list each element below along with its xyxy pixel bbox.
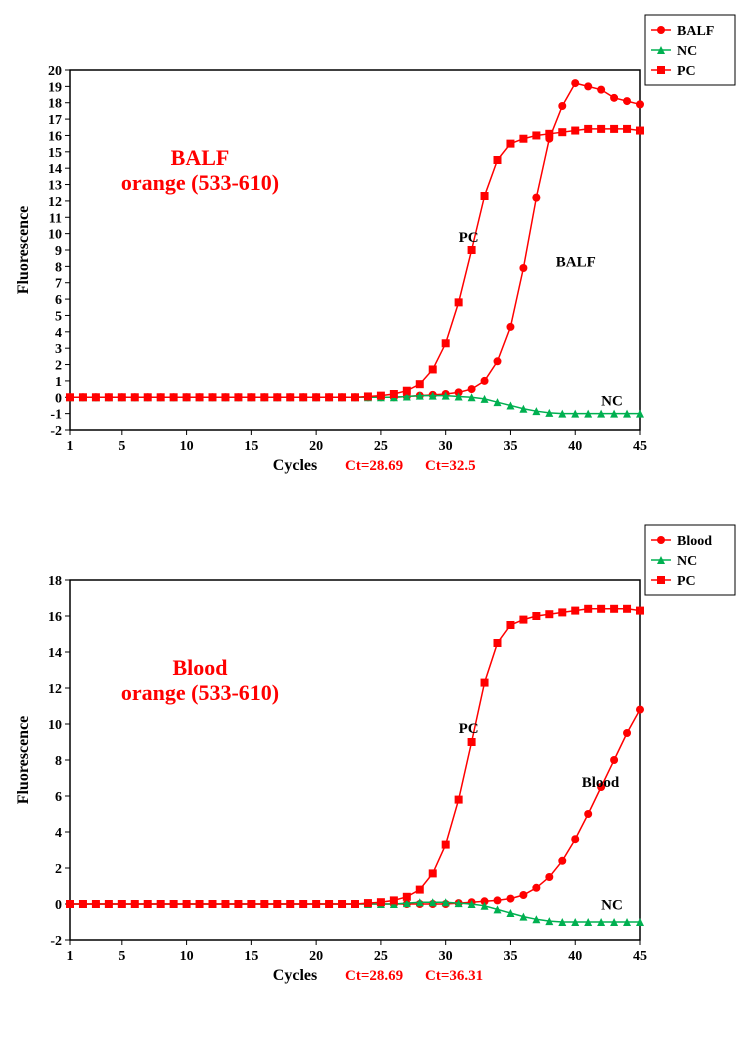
svg-text:1: 1 (67, 439, 74, 454)
svg-text:8: 8 (55, 260, 62, 275)
curve-annotation: NC (601, 897, 623, 913)
svg-text:2: 2 (55, 359, 62, 374)
x-axis-label: Cycles (273, 967, 317, 984)
svg-text:18: 18 (48, 97, 62, 112)
chart-title-line1: Blood (172, 655, 227, 680)
svg-text:0: 0 (55, 898, 62, 913)
svg-text:-2: -2 (50, 424, 62, 439)
svg-text:4: 4 (55, 826, 62, 841)
curve-annotation: NC (601, 393, 623, 409)
series-line (70, 609, 640, 904)
svg-text:30: 30 (439, 439, 453, 454)
svg-text:11: 11 (49, 211, 62, 226)
legend-item-label: NC (677, 554, 697, 569)
svg-text:9: 9 (55, 244, 62, 259)
svg-text:10: 10 (48, 718, 62, 733)
svg-text:20: 20 (309, 949, 323, 964)
series-line (70, 83, 640, 397)
curve-annotation: BALF (556, 254, 596, 270)
series-line (70, 710, 640, 904)
svg-text:15: 15 (244, 439, 258, 454)
curve-annotation: Blood (582, 775, 620, 791)
svg-text:5: 5 (118, 439, 125, 454)
svg-text:30: 30 (439, 949, 453, 964)
svg-text:0: 0 (55, 391, 62, 406)
svg-text:14: 14 (48, 162, 62, 177)
svg-text:35: 35 (503, 439, 517, 454)
svg-text:6: 6 (55, 790, 62, 805)
svg-text:16: 16 (48, 610, 62, 625)
ct-value-label: Ct=28.69 (345, 458, 403, 474)
curve-annotation: PC (459, 230, 479, 246)
ct-value-label: Ct=32.5 (425, 458, 476, 474)
svg-text:45: 45 (633, 439, 647, 454)
x-axis-label: Cycles (273, 457, 317, 474)
svg-text:12: 12 (48, 195, 62, 210)
svg-text:5: 5 (55, 309, 62, 324)
legend-item-label: BALF (677, 24, 714, 39)
svg-text:2: 2 (55, 862, 62, 877)
svg-text:40: 40 (568, 439, 582, 454)
svg-text:40: 40 (568, 949, 582, 964)
svg-text:17: 17 (48, 113, 62, 128)
svg-text:35: 35 (503, 949, 517, 964)
legend-item-label: PC (677, 574, 696, 589)
y-axis-label: Fluorescence (15, 716, 32, 805)
svg-text:1: 1 (67, 949, 74, 964)
svg-text:15: 15 (48, 146, 62, 161)
legend-item-label: NC (677, 44, 697, 59)
svg-text:-2: -2 (50, 934, 62, 949)
svg-text:10: 10 (48, 228, 62, 243)
svg-text:19: 19 (48, 80, 62, 95)
svg-text:25: 25 (374, 439, 388, 454)
svg-text:20: 20 (309, 439, 323, 454)
svg-text:12: 12 (48, 682, 62, 697)
svg-text:7: 7 (55, 277, 62, 292)
svg-text:1: 1 (55, 375, 62, 390)
svg-text:45: 45 (633, 949, 647, 964)
chart-title-line2: orange (533-610) (121, 170, 279, 195)
svg-text:10: 10 (180, 439, 194, 454)
ct-value-label: Ct=36.31 (425, 968, 483, 984)
svg-text:10: 10 (180, 949, 194, 964)
svg-text:20: 20 (48, 64, 62, 79)
svg-text:16: 16 (48, 129, 62, 144)
chart-title-line1: BALF (171, 145, 230, 170)
chart-balf: -2-1012345678910111213141516171819201510… (10, 10, 750, 500)
ct-value-label: Ct=28.69 (345, 968, 403, 984)
svg-text:-1: -1 (50, 408, 62, 423)
curve-annotation: PC (459, 721, 479, 737)
svg-text:5: 5 (118, 949, 125, 964)
svg-text:8: 8 (55, 754, 62, 769)
legend-item-label: Blood (677, 534, 712, 549)
y-axis-label: Fluorescence (15, 206, 32, 295)
svg-text:6: 6 (55, 293, 62, 308)
svg-text:13: 13 (48, 179, 62, 194)
chart-title-line2: orange (533-610) (121, 680, 279, 705)
svg-text:25: 25 (374, 949, 388, 964)
svg-text:14: 14 (48, 646, 62, 661)
chart-blood: -2024681012141618151015202530354045Cycle… (10, 520, 750, 1010)
svg-text:3: 3 (55, 342, 62, 357)
svg-text:18: 18 (48, 574, 62, 589)
legend-item-label: PC (677, 64, 696, 79)
svg-text:4: 4 (55, 326, 62, 341)
svg-text:15: 15 (244, 949, 258, 964)
